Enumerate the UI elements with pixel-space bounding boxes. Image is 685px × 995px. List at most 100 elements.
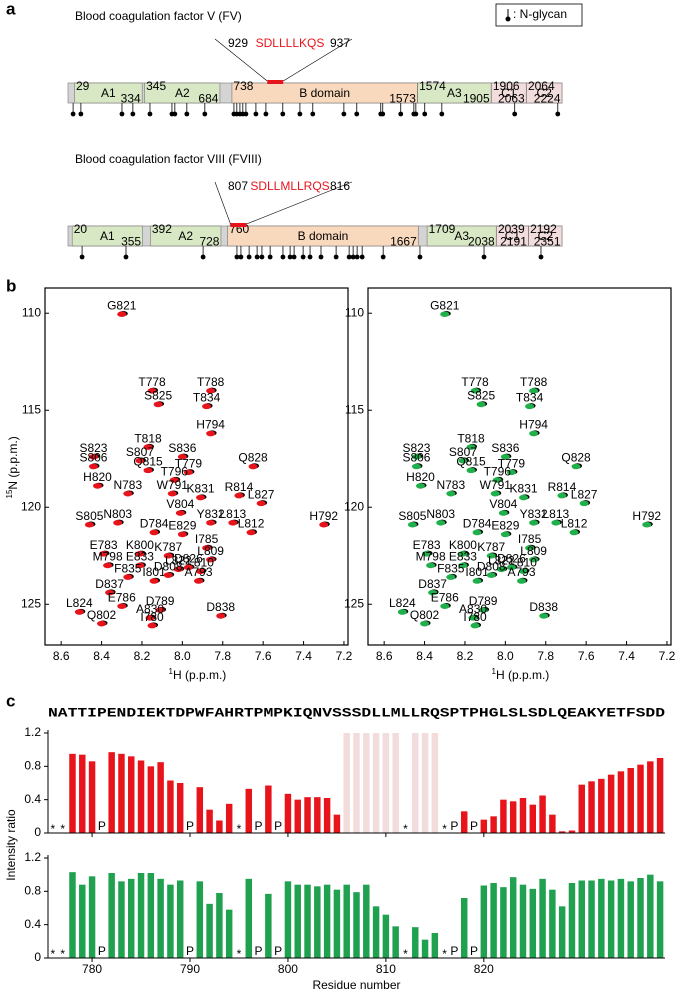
residue-marker: P bbox=[450, 819, 458, 833]
bar bbox=[578, 784, 585, 833]
glycan bbox=[238, 254, 244, 260]
peak bbox=[206, 388, 216, 394]
bar bbox=[578, 880, 585, 958]
peak bbox=[88, 453, 98, 460]
domain-start: 392 bbox=[152, 222, 172, 236]
legend-box bbox=[495, 3, 583, 27]
peak-label: A793 bbox=[185, 565, 213, 579]
x-tick-label: 8.6 bbox=[53, 649, 70, 663]
peak-label: D784 bbox=[140, 517, 169, 531]
peak-label: T796 bbox=[484, 464, 512, 478]
bar bbox=[549, 889, 556, 958]
highlight-end: 816 bbox=[330, 179, 350, 193]
domain-end: 2063 bbox=[498, 92, 525, 106]
residue-marker: * bbox=[51, 947, 56, 961]
peak bbox=[525, 403, 535, 410]
glycan bbox=[246, 254, 252, 260]
domain bbox=[74, 82, 143, 104]
bar bbox=[79, 884, 86, 958]
residue-marker: * bbox=[51, 822, 56, 836]
peak bbox=[194, 578, 204, 584]
peak-label: D808 bbox=[477, 559, 506, 573]
glycan bbox=[259, 254, 265, 260]
residue-marker: P bbox=[98, 819, 106, 833]
bar bbox=[607, 880, 615, 958]
domain-end: 728 bbox=[199, 235, 219, 249]
bar bbox=[460, 898, 468, 958]
peak-label: D837 bbox=[418, 577, 447, 591]
glycan bbox=[341, 111, 347, 117]
y-axis-label: Intensity ratio bbox=[4, 809, 18, 881]
domain-label: C2 bbox=[538, 229, 554, 243]
peak bbox=[135, 457, 145, 464]
y-tick-label: 125 bbox=[344, 596, 364, 610]
peak bbox=[411, 453, 421, 460]
peak bbox=[472, 529, 482, 536]
peak-label: L812 bbox=[238, 517, 265, 531]
peak bbox=[506, 564, 516, 571]
peak bbox=[426, 562, 436, 569]
peak bbox=[579, 500, 589, 507]
peak bbox=[496, 566, 506, 573]
bar bbox=[196, 787, 204, 833]
zoom-line bbox=[214, 38, 268, 82]
bar bbox=[539, 795, 546, 833]
bar bbox=[294, 884, 301, 958]
domain-end: 1667 bbox=[390, 235, 417, 249]
peak-label: K787 bbox=[477, 540, 505, 554]
domain-label: A3 bbox=[454, 229, 469, 243]
bar bbox=[118, 881, 125, 958]
peak-label: Q815 bbox=[456, 455, 486, 469]
peak-label: H794 bbox=[519, 418, 548, 432]
domain-end: 1905 bbox=[463, 92, 490, 106]
bar bbox=[176, 783, 184, 833]
peak bbox=[97, 620, 107, 627]
x-axis-label-main: H (p.p.m.) bbox=[496, 668, 549, 682]
domain-label: B domain bbox=[299, 86, 350, 100]
peak bbox=[407, 521, 417, 528]
peak bbox=[196, 494, 206, 501]
glycan bbox=[123, 254, 129, 260]
bar bbox=[637, 878, 644, 958]
peak bbox=[506, 469, 516, 476]
peak bbox=[466, 467, 476, 474]
bar bbox=[79, 754, 86, 833]
peak-label: L813 bbox=[543, 507, 570, 521]
residue-marker: P bbox=[98, 944, 106, 958]
x-tick-label: 8.2 bbox=[134, 649, 151, 663]
peak-label: D838 bbox=[206, 600, 235, 614]
highlight bbox=[230, 223, 247, 227]
glycan bbox=[184, 111, 190, 117]
domain bbox=[71, 225, 143, 247]
glycan bbox=[359, 254, 365, 260]
peak-label: R814 bbox=[225, 480, 254, 494]
domain-end: 2191 bbox=[500, 235, 527, 249]
peak-label: E783 bbox=[413, 538, 441, 552]
peak bbox=[163, 572, 173, 578]
y-tick-label: 0 bbox=[34, 825, 41, 839]
peak bbox=[478, 607, 488, 613]
peak bbox=[153, 401, 163, 408]
peak bbox=[88, 463, 98, 470]
glycan bbox=[354, 111, 360, 117]
peak-label: K800 bbox=[126, 538, 154, 552]
shaded-residue bbox=[412, 733, 419, 833]
peak-label: H820 bbox=[406, 470, 435, 484]
peak bbox=[490, 490, 500, 497]
domain-label: C1 bbox=[501, 86, 517, 100]
bar bbox=[167, 780, 174, 833]
bar bbox=[529, 804, 537, 833]
bar bbox=[147, 873, 155, 958]
glycan bbox=[417, 254, 423, 260]
peak-label: T788 bbox=[197, 375, 225, 389]
peak-label: A830 bbox=[459, 602, 487, 616]
peak bbox=[135, 562, 145, 569]
glycan bbox=[439, 111, 445, 117]
peak-label: T779 bbox=[175, 456, 203, 470]
peak-label: M798 bbox=[93, 550, 123, 564]
peak-label: A830 bbox=[136, 602, 164, 616]
peak-label: F835 bbox=[437, 561, 465, 575]
residue-marker: * bbox=[237, 947, 242, 961]
peak bbox=[202, 545, 212, 551]
domain-label: A2 bbox=[178, 229, 193, 243]
